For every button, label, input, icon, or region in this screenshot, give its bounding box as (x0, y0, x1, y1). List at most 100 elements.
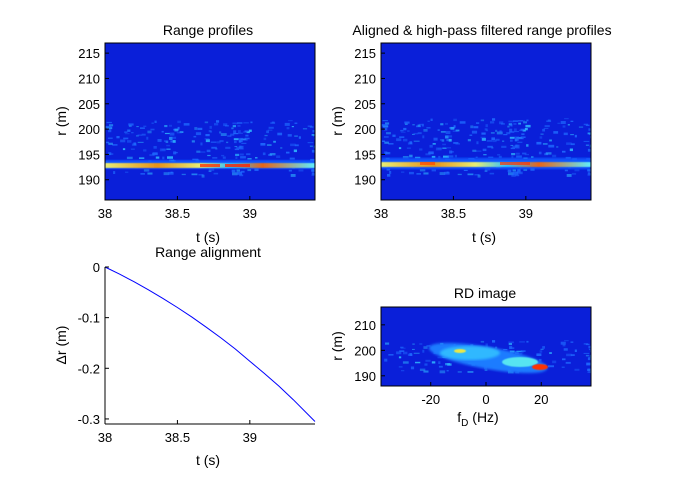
speckle (233, 130, 237, 134)
speckle (566, 174, 572, 177)
speckle (245, 134, 249, 137)
x-tick-label: 0 (482, 392, 489, 407)
speckle (518, 120, 523, 122)
speckle (140, 127, 145, 129)
speckle (403, 138, 408, 142)
speckle (446, 139, 449, 142)
speckle (266, 130, 269, 134)
speckle (570, 354, 575, 356)
speckle (589, 173, 591, 176)
speckle (560, 341, 566, 345)
speckle (143, 169, 150, 172)
y-tick-label: -0.3 (78, 412, 100, 427)
speckle (311, 134, 315, 136)
speckle (309, 145, 313, 147)
speckle (239, 148, 244, 150)
speckle (472, 149, 477, 152)
speckle (404, 123, 408, 125)
speckle (457, 371, 462, 373)
x-axis-label: t (s) (196, 452, 220, 468)
speckle (432, 143, 436, 145)
speckle (524, 128, 528, 131)
speckle (438, 365, 443, 368)
speckle (404, 121, 410, 124)
speckle (131, 132, 134, 134)
speckle (428, 152, 434, 154)
speckle (565, 156, 571, 159)
speckle (446, 135, 453, 138)
speckle (233, 133, 239, 135)
speckle (235, 153, 240, 156)
speckle (454, 154, 457, 158)
speckle (254, 168, 259, 171)
speckle (302, 128, 308, 130)
speckle (442, 143, 446, 146)
speckle (291, 126, 294, 128)
speckle (174, 128, 179, 132)
speckle (490, 132, 495, 134)
range-alignment-line (104, 266, 316, 422)
speckle (480, 340, 485, 343)
speckle (162, 156, 165, 160)
speckle (509, 346, 513, 349)
speckle (137, 141, 144, 143)
speckle (384, 141, 389, 144)
speckle (290, 143, 296, 147)
x-tick-label: 20 (534, 392, 548, 407)
speckle (271, 121, 275, 124)
speckle (516, 155, 522, 158)
speckle (236, 169, 240, 172)
speckle (437, 147, 442, 150)
speckle (515, 147, 520, 149)
panel-aligned-profiles: Aligned & high-pass filtered range profi… (329, 22, 612, 245)
speckle (492, 340, 496, 343)
speckle (402, 361, 409, 364)
panel-range-profiles: Range profiles 38 38.5 39 190 195 200 205 210 21… (53, 22, 316, 245)
speckle (399, 350, 405, 352)
speckle (499, 130, 502, 134)
speckle (545, 152, 552, 155)
speckle (514, 351, 519, 354)
speckle (312, 130, 315, 133)
speckle (208, 168, 215, 171)
speckle (566, 353, 572, 357)
speckle (400, 131, 406, 133)
speckle (484, 170, 488, 172)
speckle (467, 371, 474, 373)
speckle (124, 131, 128, 133)
speckle (264, 134, 268, 137)
speckle (161, 130, 164, 133)
speckle (382, 120, 388, 122)
speckle (562, 125, 566, 128)
speckle (409, 171, 414, 175)
speckle (520, 350, 526, 352)
speckle (149, 154, 155, 157)
speckle (439, 370, 446, 374)
speckle (219, 131, 222, 134)
speckle (481, 137, 486, 141)
speckle (450, 126, 455, 130)
speckle (224, 125, 229, 127)
speckle (246, 153, 251, 156)
speckle (169, 124, 172, 127)
speckle (564, 169, 568, 172)
speckle (510, 123, 513, 127)
speckle (587, 368, 591, 372)
speckle (177, 126, 180, 130)
speckle (288, 120, 293, 122)
speckle (474, 174, 480, 176)
speckle (523, 121, 527, 124)
speckle (286, 127, 290, 130)
speckle (562, 344, 566, 347)
speckle (401, 370, 405, 372)
speckle (544, 125, 550, 128)
speckle (413, 352, 420, 354)
speckle (502, 140, 505, 142)
speckle (236, 172, 243, 175)
speckle (170, 136, 177, 139)
speckle (239, 174, 244, 177)
speckle (488, 156, 494, 158)
speckle (570, 120, 574, 122)
speckle (106, 141, 109, 144)
speckle (587, 148, 591, 152)
